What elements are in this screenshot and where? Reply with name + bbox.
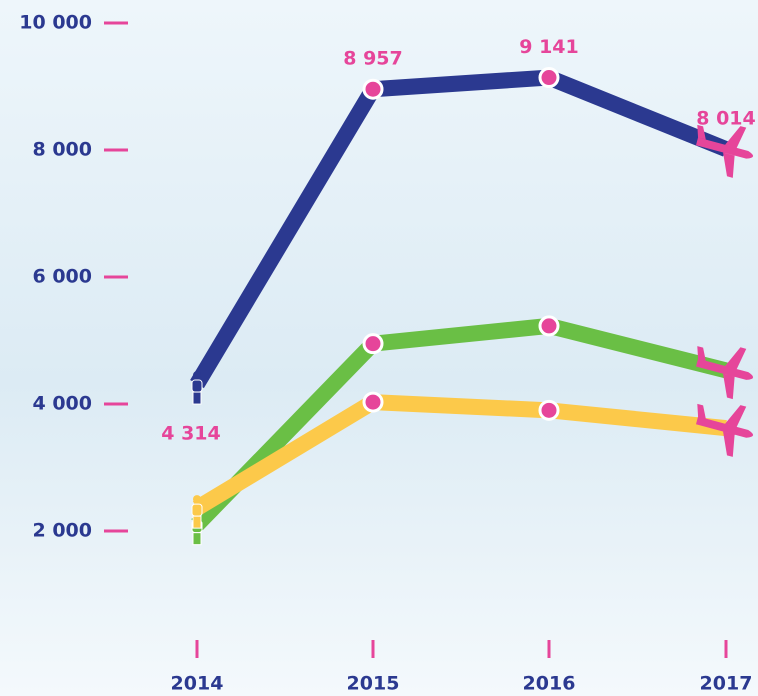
data-label: 8 014: [696, 108, 756, 130]
series-line: [191, 317, 728, 531]
x-tick-label: 2017: [700, 673, 753, 695]
plane-icon: [695, 403, 754, 457]
point-marker: [362, 391, 384, 413]
data-label: 4 314: [161, 423, 221, 445]
person-body: [191, 503, 203, 517]
data-label: 9 141: [519, 36, 579, 58]
x-tick-label: 2015: [347, 673, 400, 695]
point-marker: [191, 495, 203, 529]
x-tick-label: 2016: [523, 673, 576, 695]
point-dot: [362, 333, 384, 355]
person-head: [193, 495, 201, 504]
y-tick-label: 2 000: [33, 520, 93, 542]
y-tick-label: 4 000: [33, 393, 93, 415]
point-marker: [695, 346, 754, 400]
point-dot: [538, 67, 560, 89]
series-line: [192, 393, 727, 515]
point-marker: [362, 333, 384, 355]
point-marker: [538, 399, 560, 421]
person-body: [191, 379, 203, 393]
y-tick-label: 8 000: [33, 139, 93, 161]
point-marker: [538, 315, 560, 337]
person-legs: [192, 515, 202, 529]
series-line: [190, 69, 729, 389]
point-marker: [695, 124, 754, 178]
point-dot: [362, 78, 384, 100]
person-legs: [192, 391, 202, 405]
y-tick-label: 6 000: [33, 266, 93, 288]
y-tick-label: 10 000: [19, 12, 92, 34]
data-label: 8 957: [343, 48, 403, 70]
point-dot: [538, 399, 560, 421]
plane-icon: [695, 124, 754, 178]
x-tick-label: 2014: [171, 673, 224, 695]
point-marker: [191, 371, 203, 405]
plane-icon: [695, 346, 754, 400]
person-legs: [192, 532, 202, 546]
point-marker: [362, 78, 384, 100]
person-head: [193, 371, 201, 380]
point-marker: [538, 67, 560, 89]
point-dot: [538, 315, 560, 337]
point-dot: [362, 391, 384, 413]
point-marker: [695, 403, 754, 457]
